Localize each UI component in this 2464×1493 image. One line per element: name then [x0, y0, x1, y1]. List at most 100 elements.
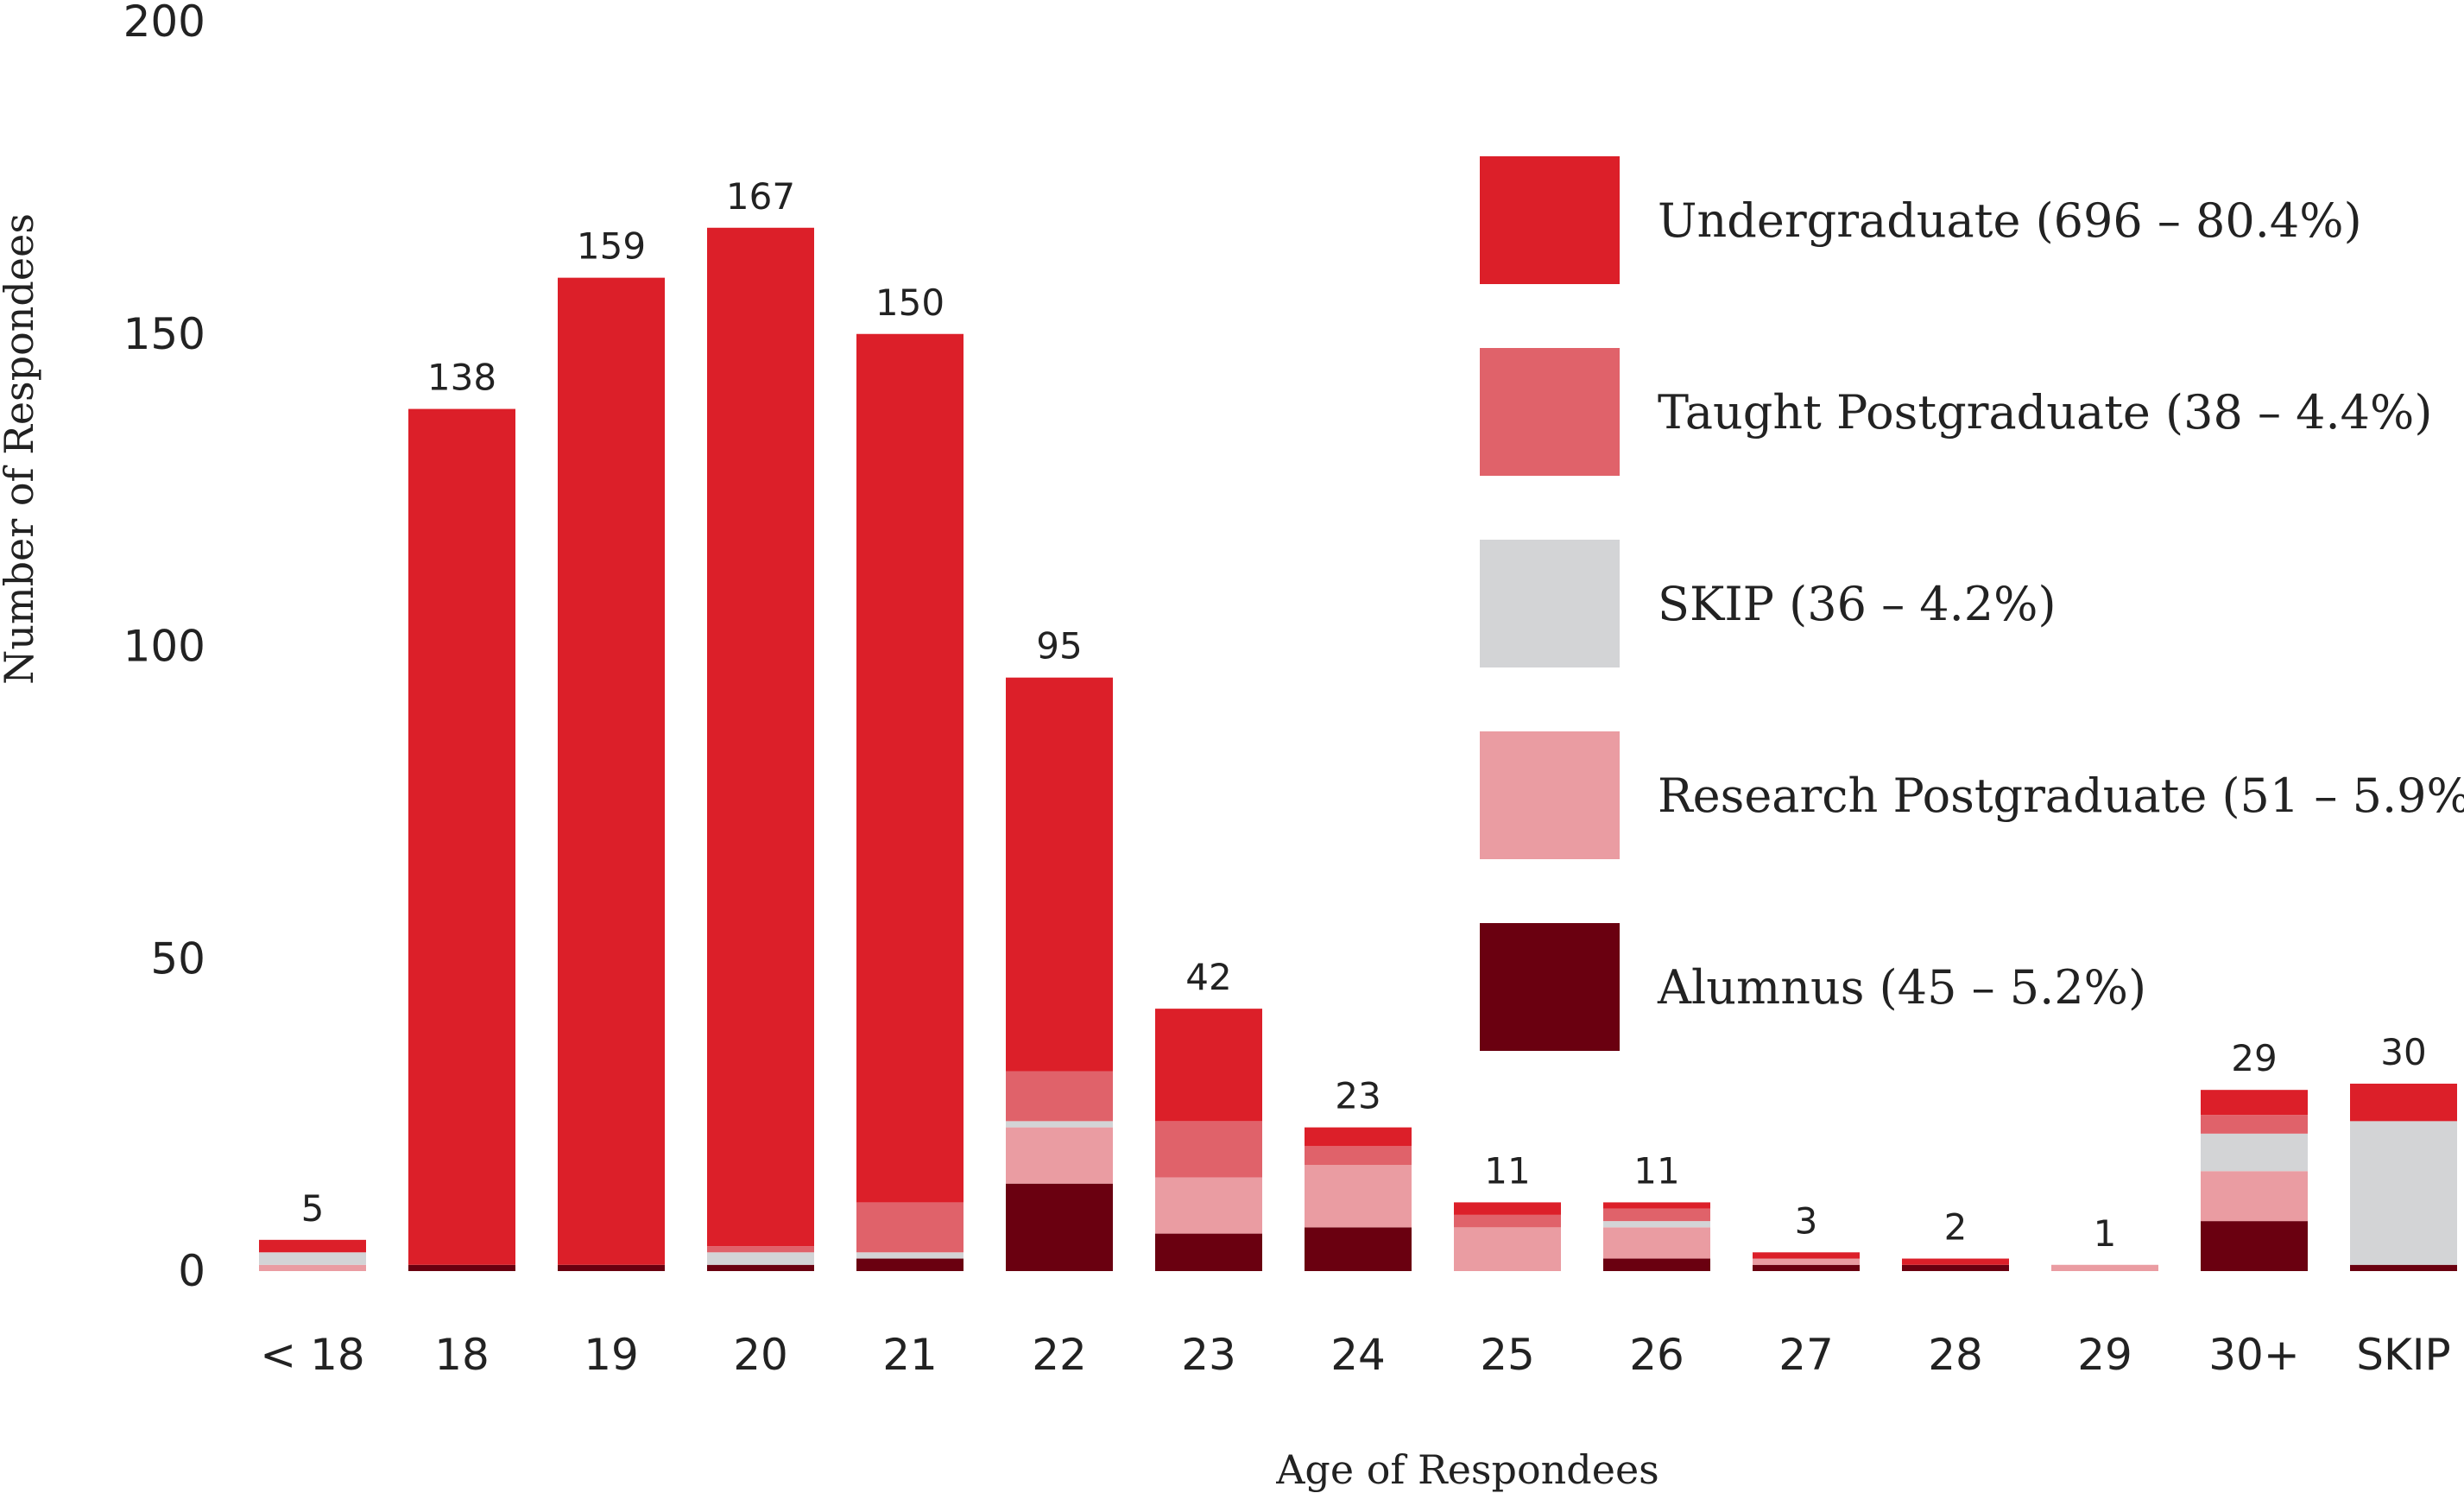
data-labels: 5 138 159 167 150 95 42 23 11 11 3 2 1 29 30 [301, 175, 2427, 1255]
data-label: 11 [1484, 1149, 1530, 1192]
bar-segment [1603, 1227, 1710, 1259]
legend-swatch [1480, 540, 1620, 667]
bar-segment [2201, 1115, 2308, 1134]
x-axis-title: Age of Respondees [1275, 1446, 1659, 1493]
bar-segment [856, 1252, 963, 1259]
bar-segment [1006, 1121, 1113, 1128]
x-tick-label: 26 [1629, 1330, 1684, 1380]
bar-segment [2350, 1083, 2457, 1122]
data-label: 167 [726, 175, 795, 218]
bar-segment [259, 1239, 366, 1253]
x-tick-label: 29 [2077, 1330, 2132, 1380]
data-label: 30 [2380, 1031, 2426, 1073]
y-tick-label: 150 [123, 309, 205, 359]
bar-segment [2201, 1171, 2308, 1222]
bar-segment [1603, 1202, 1710, 1209]
bar-segment [1753, 1264, 1860, 1271]
x-tick-label: 25 [1480, 1330, 1535, 1380]
y-tick-label: 200 [123, 0, 205, 47]
data-label: 95 [1036, 625, 1082, 667]
legend-label: Taught Postgraduate (38 – 4.4%) [1658, 385, 2432, 440]
legend-swatch [1480, 348, 1620, 476]
data-label: 2 [1944, 1206, 1968, 1249]
bar-segment [707, 1246, 814, 1253]
y-axis-title: Number of Respondees [0, 213, 42, 685]
bar-segment [2201, 1133, 2308, 1172]
x-tick-label: 19 [584, 1330, 639, 1380]
x-tick-label: < 18 [260, 1330, 364, 1380]
bar-segment [558, 277, 665, 1265]
bar-segment [1155, 1177, 1262, 1234]
bar-segment [259, 1264, 366, 1271]
bar-segment [1753, 1258, 1860, 1265]
legend: Undergraduate (696 – 80.4%) Taught Postgr… [1480, 156, 2464, 1051]
data-label: 11 [1633, 1149, 1679, 1192]
bar-segment [1305, 1146, 1412, 1166]
x-tick-label: 28 [1928, 1330, 1983, 1380]
x-axis-tick-labels: < 18 18 19 20 21 22 23 24 25 26 27 28 29 30+ SKIP [260, 1330, 2450, 1380]
legend-label: Alumnus (45 – 5.2%) [1657, 960, 2146, 1015]
y-tick-label: 100 [123, 622, 205, 672]
x-tick-label: 24 [1330, 1330, 1386, 1380]
bar-segment [1155, 1121, 1262, 1178]
bar-segment [1006, 677, 1113, 1072]
bar-segment [2201, 1221, 2308, 1271]
bar-segment [408, 1264, 515, 1271]
bars [259, 227, 2457, 1271]
legend-swatch [1480, 156, 1620, 284]
bar-segment [1006, 1183, 1113, 1271]
bar-segment [408, 408, 515, 1265]
x-tick-label: 27 [1779, 1330, 1834, 1380]
bar-segment [2051, 1264, 2158, 1271]
y-tick-label: 0 [178, 1246, 205, 1296]
bar-segment [558, 1264, 665, 1271]
data-label: 1 [2094, 1212, 2117, 1255]
data-label: 23 [1335, 1075, 1380, 1117]
bar-segment [1603, 1221, 1710, 1228]
x-tick-label: 23 [1181, 1330, 1236, 1380]
legend-swatch [1480, 923, 1620, 1051]
x-tick-label: 20 [733, 1330, 788, 1380]
legend-label: Research Postgraduate (51 – 5.9%) [1658, 769, 2464, 823]
bar-segment [2350, 1264, 2457, 1271]
y-tick-label: 50 [150, 933, 205, 984]
bar-segment [1603, 1258, 1710, 1271]
bar-segment [1006, 1071, 1113, 1122]
data-label: 5 [301, 1187, 325, 1230]
bar-segment [1155, 1009, 1262, 1122]
x-tick-label: 30+ [2208, 1330, 2300, 1380]
x-tick-label: SKIP [2356, 1330, 2450, 1380]
bar-segment [1305, 1227, 1412, 1271]
bar-segment [2201, 1090, 2308, 1116]
bar-segment [1006, 1127, 1113, 1184]
bar-segment [1454, 1227, 1561, 1271]
data-label: 150 [875, 282, 945, 324]
data-label: 29 [2231, 1037, 2277, 1079]
bar-segment [1305, 1127, 1412, 1147]
legend-label: SKIP (36 – 4.2%) [1658, 577, 2056, 631]
bar-segment [1454, 1214, 1561, 1228]
data-label: 42 [1185, 956, 1231, 998]
bar-segment [1902, 1258, 2009, 1265]
legend-swatch [1480, 731, 1620, 859]
bar-segment [856, 1258, 963, 1271]
x-tick-label: 18 [434, 1330, 490, 1380]
bar-segment [1902, 1264, 2009, 1271]
x-tick-label: 21 [882, 1330, 938, 1380]
bar-segment [1454, 1202, 1561, 1215]
bar-segment [1753, 1252, 1860, 1259]
data-label: 138 [427, 357, 496, 399]
bar-segment [856, 333, 963, 1203]
data-label: 159 [577, 225, 646, 268]
y-axis-ticks: 0 50 100 150 200 [123, 0, 205, 1296]
bar-segment [1603, 1208, 1710, 1222]
data-label: 3 [1795, 1199, 1818, 1242]
x-tick-label: 22 [1032, 1330, 1087, 1380]
bar-segment [856, 1202, 963, 1253]
bar-segment [707, 227, 814, 1247]
legend-label: Undergraduate (696 – 80.4%) [1658, 193, 2362, 248]
bar-segment [1305, 1165, 1412, 1228]
bar-segment [259, 1252, 366, 1265]
bar-segment [1155, 1233, 1262, 1271]
